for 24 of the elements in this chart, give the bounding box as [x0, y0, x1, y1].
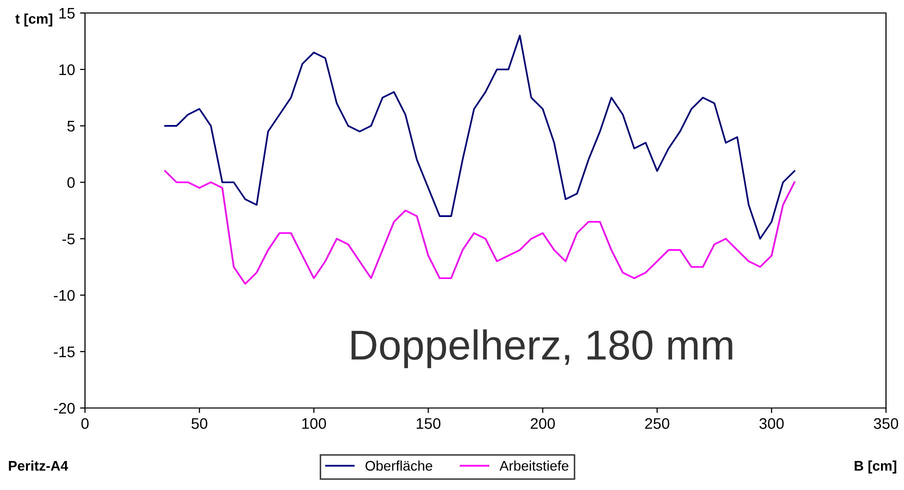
x-tick-label: 200 [530, 418, 555, 429]
y-tick-label: 15 [59, 8, 75, 19]
legend-label: Arbeitstiefe [500, 460, 568, 471]
y-tick-label: 5 [67, 120, 75, 132]
x-tick-label: 50 [192, 418, 208, 429]
x-tick-label: 0 [81, 418, 89, 429]
annotation: Doppelherz, 180 mm [352, 329, 732, 368]
y-tick-label: -5 [62, 234, 75, 244]
x-tick-label: 300 [759, 418, 784, 429]
legend-label: Oberfläche [366, 460, 432, 471]
x-axis-title: B [cm] [854, 460, 896, 474]
x-tick-label: 250 [645, 418, 670, 429]
line-series [164, 170, 796, 285]
y-tick-label: -15 [54, 346, 75, 358]
y-axis-title: t [cm] [15, 14, 52, 26]
x-tick-label: 350 [874, 418, 898, 429]
y-tick-label: -10 [54, 290, 75, 301]
x-tick-label: 150 [416, 418, 440, 429]
y-tick-label: 0 [67, 177, 75, 188]
x-tick-label: 100 [302, 418, 326, 429]
line-series [164, 34, 796, 240]
y-tick-label: 10 [59, 64, 75, 76]
y-tick-label: -20 [54, 402, 75, 414]
text: Peritz-A4 [8, 460, 68, 471]
